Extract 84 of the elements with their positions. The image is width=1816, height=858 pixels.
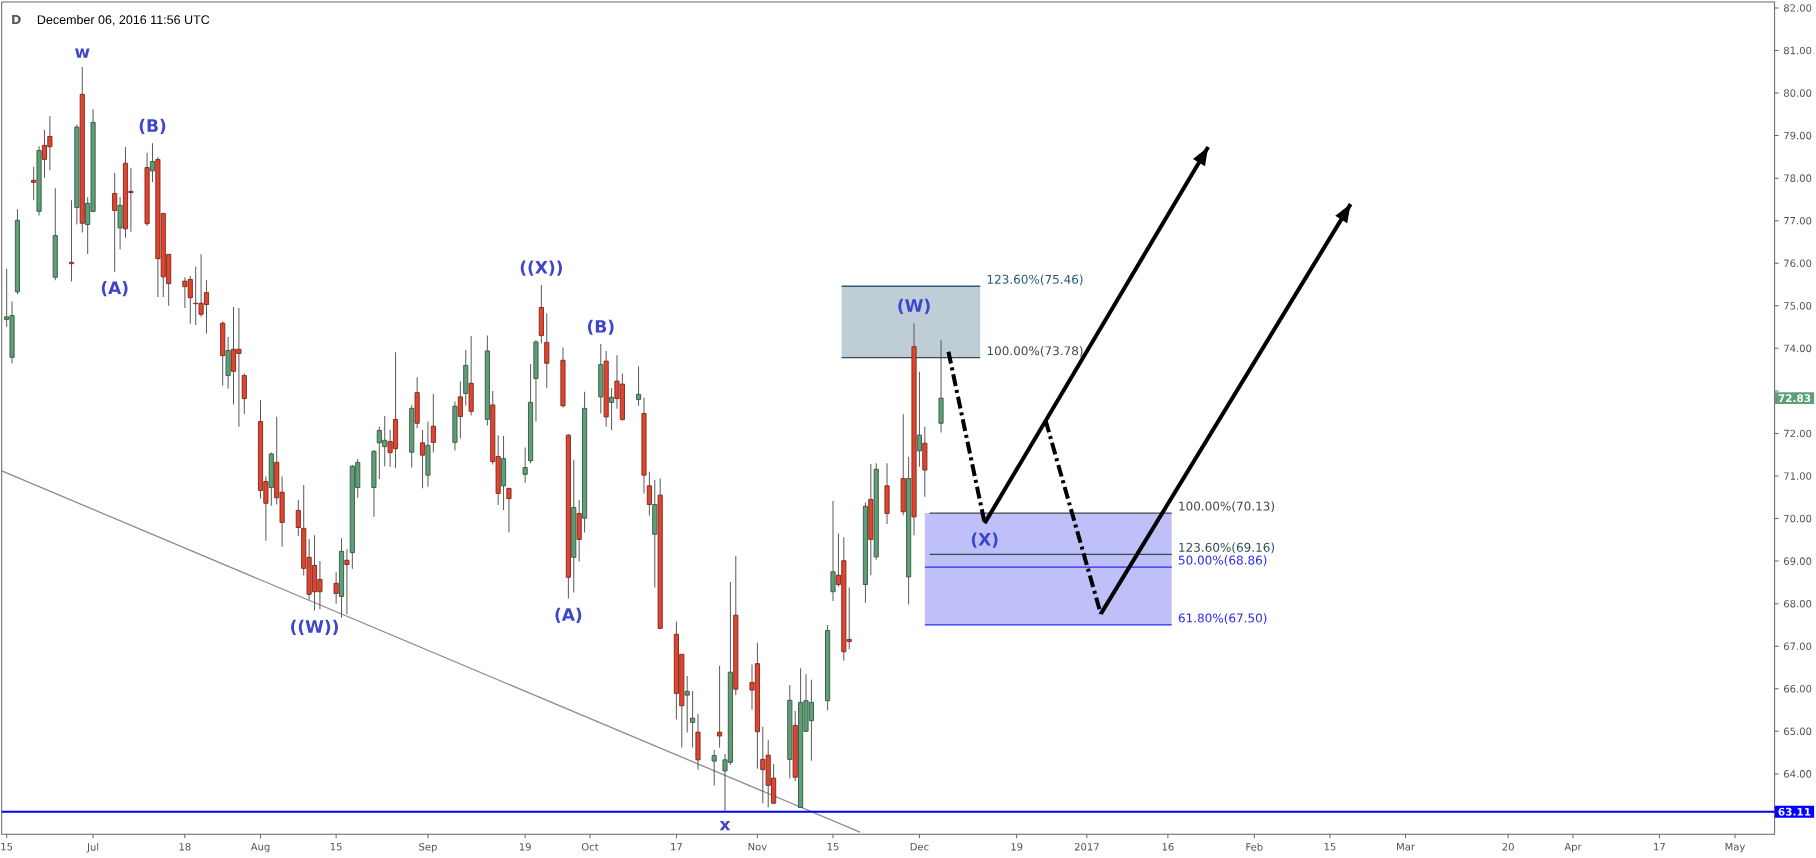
candlestick [149, 142, 156, 183]
series-label: 100.00%(70.13) [1179, 501, 1275, 513]
y-tick-label: 67.00 [1784, 642, 1812, 651]
candlestick [430, 393, 436, 454]
candlestick [717, 665, 723, 748]
annotation: x [719, 821, 731, 831]
series-label: 123.60%(75.46) [987, 274, 1083, 286]
annotation: (A) [555, 607, 582, 623]
candlestick [68, 199, 75, 283]
candlestick [31, 166, 37, 201]
candlestick [295, 499, 301, 537]
x-tick-label: 19 [1011, 843, 1023, 851]
x-tick-label: 17 [1654, 843, 1665, 851]
annotation: (B) [587, 319, 614, 335]
x-tick-label: 17 [671, 843, 682, 851]
y-tick-label: 75.00 [1784, 302, 1812, 310]
candlestick [117, 196, 123, 250]
x-tick-label: Aug [250, 843, 270, 853]
candlestick [241, 372, 247, 415]
candlestick [609, 387, 615, 431]
y-tick-label: 72.00 [1784, 429, 1812, 438]
y-tick-label: 74.00 [1784, 344, 1812, 353]
x-tick-label: Jul [86, 843, 99, 853]
candlestick [684, 675, 690, 734]
x-tick-label: Dec [910, 843, 929, 851]
y-tick-label: 77.00 [1784, 216, 1812, 225]
candlestick [522, 447, 528, 484]
x-tick-label: 15 [1324, 843, 1336, 851]
x-tick-label: 16 [1162, 843, 1174, 851]
x-tick-label: Sep [419, 843, 437, 853]
candlestick [830, 500, 836, 602]
y-tick-label: 79.00 [1784, 131, 1812, 140]
x-tick-label: 19 [519, 843, 531, 851]
candlestick [419, 429, 426, 489]
x-tick-label: Mar [1397, 843, 1415, 851]
annotation: ((W)) [291, 619, 338, 635]
candlestick [646, 471, 652, 517]
y-tick-label: 80.00 [1783, 89, 1812, 97]
series-label: 50.00%(68.86) [1178, 555, 1267, 567]
candlestick [344, 548, 350, 615]
x-tick-label: 15 [827, 843, 839, 851]
annotation: (A) [101, 281, 128, 297]
candlestick [636, 365, 642, 407]
y-tick-label: 78.00 [1784, 174, 1812, 182]
text: December 06, 2016 11:56 UTC [37, 14, 210, 26]
candlestick [457, 380, 463, 440]
text: D [12, 14, 21, 24]
candlestick [544, 312, 550, 389]
y-tick-label: 69.00 [1784, 557, 1812, 565]
x-tick-label: 18 [179, 843, 191, 851]
annotation: 72.83 [1778, 394, 1811, 403]
x-tick-label: 20 [1502, 843, 1514, 851]
annotation: (X) [971, 532, 998, 548]
y-tick-label: 70.00 [1784, 514, 1812, 523]
x-tick-label: Nov [748, 843, 767, 851]
y-tick-label: 81.00 [1783, 46, 1812, 55]
annotation: (W) [898, 298, 930, 314]
series-label: 100.00%(73.78) [987, 346, 1083, 357]
y-tick-label: 82.00 [1783, 4, 1812, 12]
candlestick [506, 487, 512, 534]
x-tick-label: 15 [1, 843, 13, 851]
series-label: 61.80%(67.50) [1178, 613, 1267, 624]
x-tick-label: 15 [330, 843, 342, 851]
annotation: (B) [139, 118, 166, 134]
y-tick-label: 64.00 [1784, 770, 1812, 778]
x-tick-label: Apr [1564, 843, 1582, 853]
ref-line-label: 63.11 [1778, 807, 1811, 816]
candlestick [711, 749, 717, 787]
annotation: w [75, 48, 90, 58]
candlestick [333, 571, 339, 605]
y-tick-label: 68.00 [1784, 599, 1812, 608]
candlestick [112, 172, 118, 273]
y-tick-label: 65.00 [1784, 727, 1812, 736]
x-tick-label: 2017 [1074, 843, 1099, 851]
annotation: ((X)) [520, 260, 562, 276]
y-tick-label: 71.00 [1784, 472, 1812, 480]
x-tick-label: Feb [1246, 843, 1263, 851]
candlestick [916, 371, 922, 468]
y-tick-label: 66.00 [1784, 684, 1812, 693]
candlestick [690, 690, 696, 748]
y-tick-label: 76.00 [1784, 259, 1812, 268]
series-label: 123.60%(69.16) [1179, 542, 1275, 554]
x-tick-label: Oct [581, 843, 599, 851]
x-tick-label: May [1725, 843, 1746, 853]
